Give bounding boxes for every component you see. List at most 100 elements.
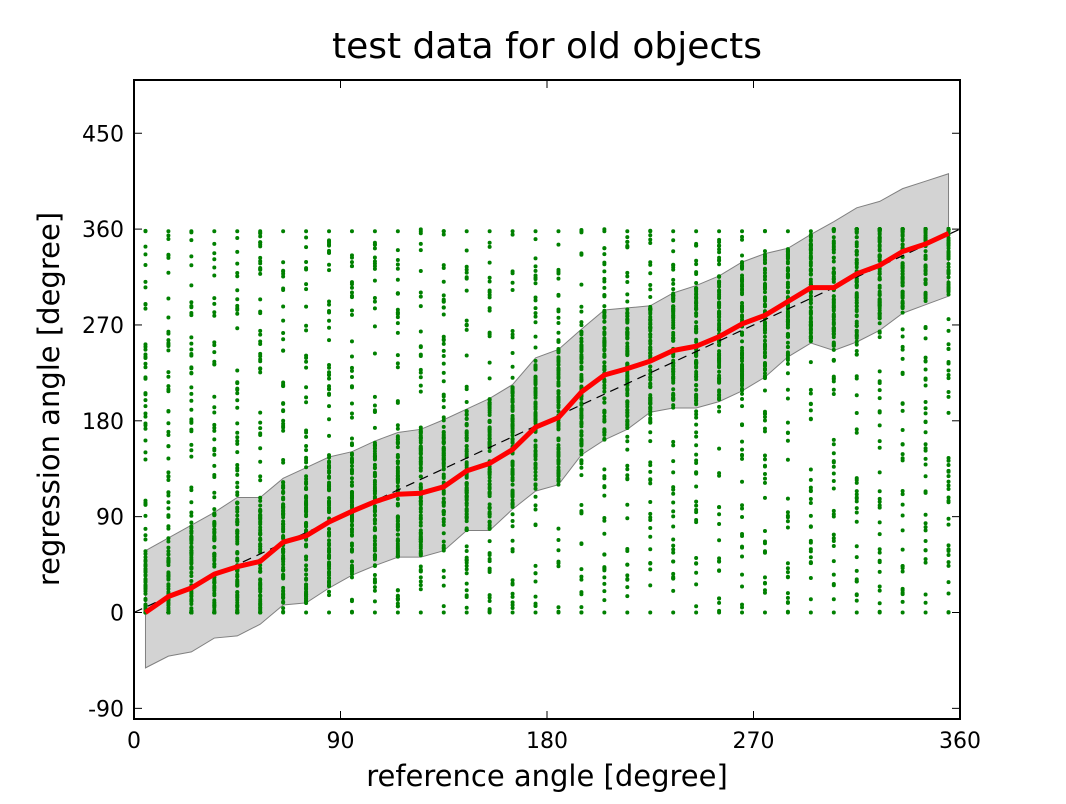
scatter-point bbox=[464, 400, 469, 405]
scatter-point bbox=[464, 435, 469, 440]
scatter-point bbox=[212, 251, 217, 256]
scatter-point bbox=[671, 543, 676, 548]
scatter-point bbox=[189, 229, 194, 234]
scatter-point bbox=[304, 505, 309, 510]
scatter-point bbox=[533, 334, 538, 339]
scatter-point bbox=[694, 503, 699, 508]
scatter-point bbox=[923, 383, 928, 388]
scatter-point bbox=[946, 394, 951, 399]
scatter-point bbox=[900, 458, 905, 463]
scatter-point bbox=[923, 377, 928, 382]
scatter-point bbox=[304, 444, 309, 449]
scatter-point bbox=[235, 249, 240, 254]
scatter-point bbox=[602, 325, 607, 330]
scatter-point bbox=[556, 356, 561, 361]
scatter-point bbox=[258, 351, 263, 356]
scatter-point bbox=[441, 312, 446, 317]
scatter-point bbox=[189, 529, 194, 534]
scatter-point bbox=[304, 235, 309, 240]
scatter-point bbox=[143, 498, 148, 503]
scatter-point bbox=[304, 563, 309, 568]
scatter-point bbox=[762, 354, 767, 359]
scatter-point bbox=[235, 405, 240, 410]
scatter-point bbox=[579, 304, 584, 309]
scatter-point bbox=[349, 569, 354, 574]
scatter-point bbox=[854, 328, 859, 333]
scatter-point bbox=[143, 533, 148, 538]
scatter-point bbox=[923, 299, 928, 304]
scatter-point bbox=[602, 467, 607, 472]
scatter-point bbox=[189, 560, 194, 565]
scatter-point bbox=[762, 426, 767, 431]
scatter-point bbox=[258, 366, 263, 371]
scatter-point bbox=[808, 229, 813, 234]
scatter-point bbox=[166, 545, 171, 550]
scatter-point bbox=[258, 332, 263, 337]
scatter-point bbox=[602, 389, 607, 394]
scatter-point bbox=[464, 384, 469, 389]
scatter-point bbox=[212, 523, 217, 528]
scatter-point bbox=[671, 509, 676, 514]
scatter-point bbox=[212, 313, 217, 318]
scatter-point bbox=[304, 229, 309, 234]
scatter-point bbox=[327, 392, 332, 397]
scatter-point bbox=[304, 494, 309, 499]
scatter-point bbox=[372, 474, 377, 479]
scatter-point bbox=[671, 293, 676, 298]
scatter-point bbox=[854, 510, 859, 515]
scatter-point bbox=[625, 585, 630, 590]
scatter-point bbox=[831, 583, 836, 588]
scatter-point bbox=[281, 610, 286, 615]
scatter-point bbox=[143, 591, 148, 596]
scatter-point bbox=[602, 493, 607, 498]
scatter-point bbox=[258, 532, 263, 537]
scatter-point bbox=[808, 238, 813, 243]
scatter-point bbox=[143, 365, 148, 370]
scatter-point bbox=[212, 544, 217, 549]
scatter-point bbox=[281, 260, 286, 265]
scatter-point bbox=[487, 292, 492, 297]
scatter-point bbox=[510, 578, 515, 583]
scatter-point bbox=[189, 417, 194, 422]
scatter-point bbox=[395, 459, 400, 464]
scatter-point bbox=[143, 583, 148, 588]
scatter-point bbox=[602, 567, 607, 572]
scatter-point bbox=[395, 502, 400, 507]
scatter-point bbox=[556, 482, 561, 487]
scatter-point bbox=[258, 311, 263, 316]
scatter-point bbox=[671, 281, 676, 286]
scatter-point bbox=[808, 263, 813, 268]
scatter-point bbox=[900, 569, 905, 574]
scatter-point bbox=[349, 559, 354, 564]
scatter-point bbox=[212, 437, 217, 442]
scatter-point bbox=[625, 327, 630, 332]
scatter-point bbox=[372, 246, 377, 251]
scatter-point bbox=[304, 287, 309, 292]
scatter-point bbox=[671, 238, 676, 243]
scatter-point bbox=[602, 304, 607, 309]
scatter-point bbox=[648, 407, 653, 412]
scatter-point bbox=[694, 377, 699, 382]
scatter-point bbox=[487, 440, 492, 445]
scatter-point bbox=[808, 387, 813, 392]
scatter-point bbox=[372, 425, 377, 430]
scatter-point bbox=[694, 398, 699, 403]
scatter-point bbox=[166, 374, 171, 379]
scatter-point bbox=[694, 484, 699, 489]
scatter-point bbox=[831, 250, 836, 255]
scatter-point bbox=[854, 323, 859, 328]
scatter-point bbox=[349, 490, 354, 495]
scatter-point bbox=[579, 355, 584, 360]
scatter-point bbox=[831, 442, 836, 447]
scatter-point bbox=[648, 287, 653, 292]
scatter-point bbox=[143, 352, 148, 357]
scatter-point bbox=[533, 407, 538, 412]
scatter-point bbox=[212, 343, 217, 348]
scatter-point bbox=[740, 388, 745, 393]
scatter-point bbox=[235, 288, 240, 293]
scatter-point bbox=[808, 301, 813, 306]
scatter-point bbox=[327, 229, 332, 234]
scatter-point bbox=[694, 280, 699, 285]
scatter-point bbox=[258, 566, 263, 571]
scatter-point bbox=[785, 591, 790, 596]
